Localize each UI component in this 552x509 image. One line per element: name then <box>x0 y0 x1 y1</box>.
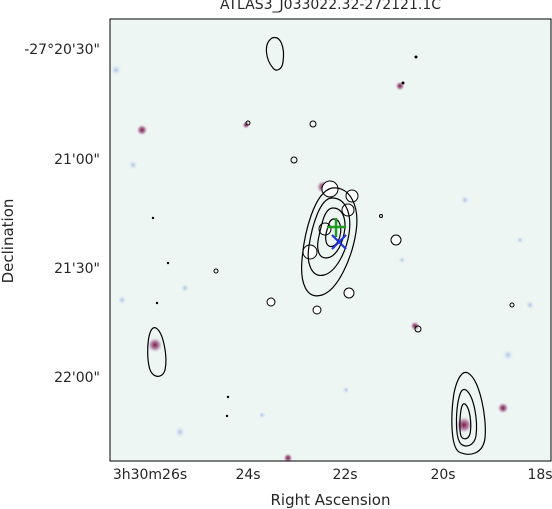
y-tick-label: -27°20'30" <box>24 42 100 58</box>
x-axis-title: Right Ascension <box>270 491 391 509</box>
chart-title: ATLAS3_J033022.32-272121.1C <box>220 0 441 13</box>
dot-sources <box>151 55 418 418</box>
image-background <box>110 19 551 461</box>
plot-frame <box>109 18 552 462</box>
x-tick-label: 24s <box>235 467 261 483</box>
radio-contours <box>147 37 486 455</box>
cross-marker <box>331 234 347 250</box>
faint-sources <box>110 64 535 438</box>
x-tick-label: 22s <box>332 467 358 483</box>
plus-marker <box>327 218 346 237</box>
x-tick-label: 20s <box>430 467 456 483</box>
x-tick-label: 18s <box>527 467 552 483</box>
x-tick-label: 3h30m26s <box>112 467 188 483</box>
y-tick-label: 21'00" <box>54 152 100 168</box>
y-tick-label: 22'00" <box>54 370 100 386</box>
y-tick-label: 21'30" <box>54 261 100 277</box>
